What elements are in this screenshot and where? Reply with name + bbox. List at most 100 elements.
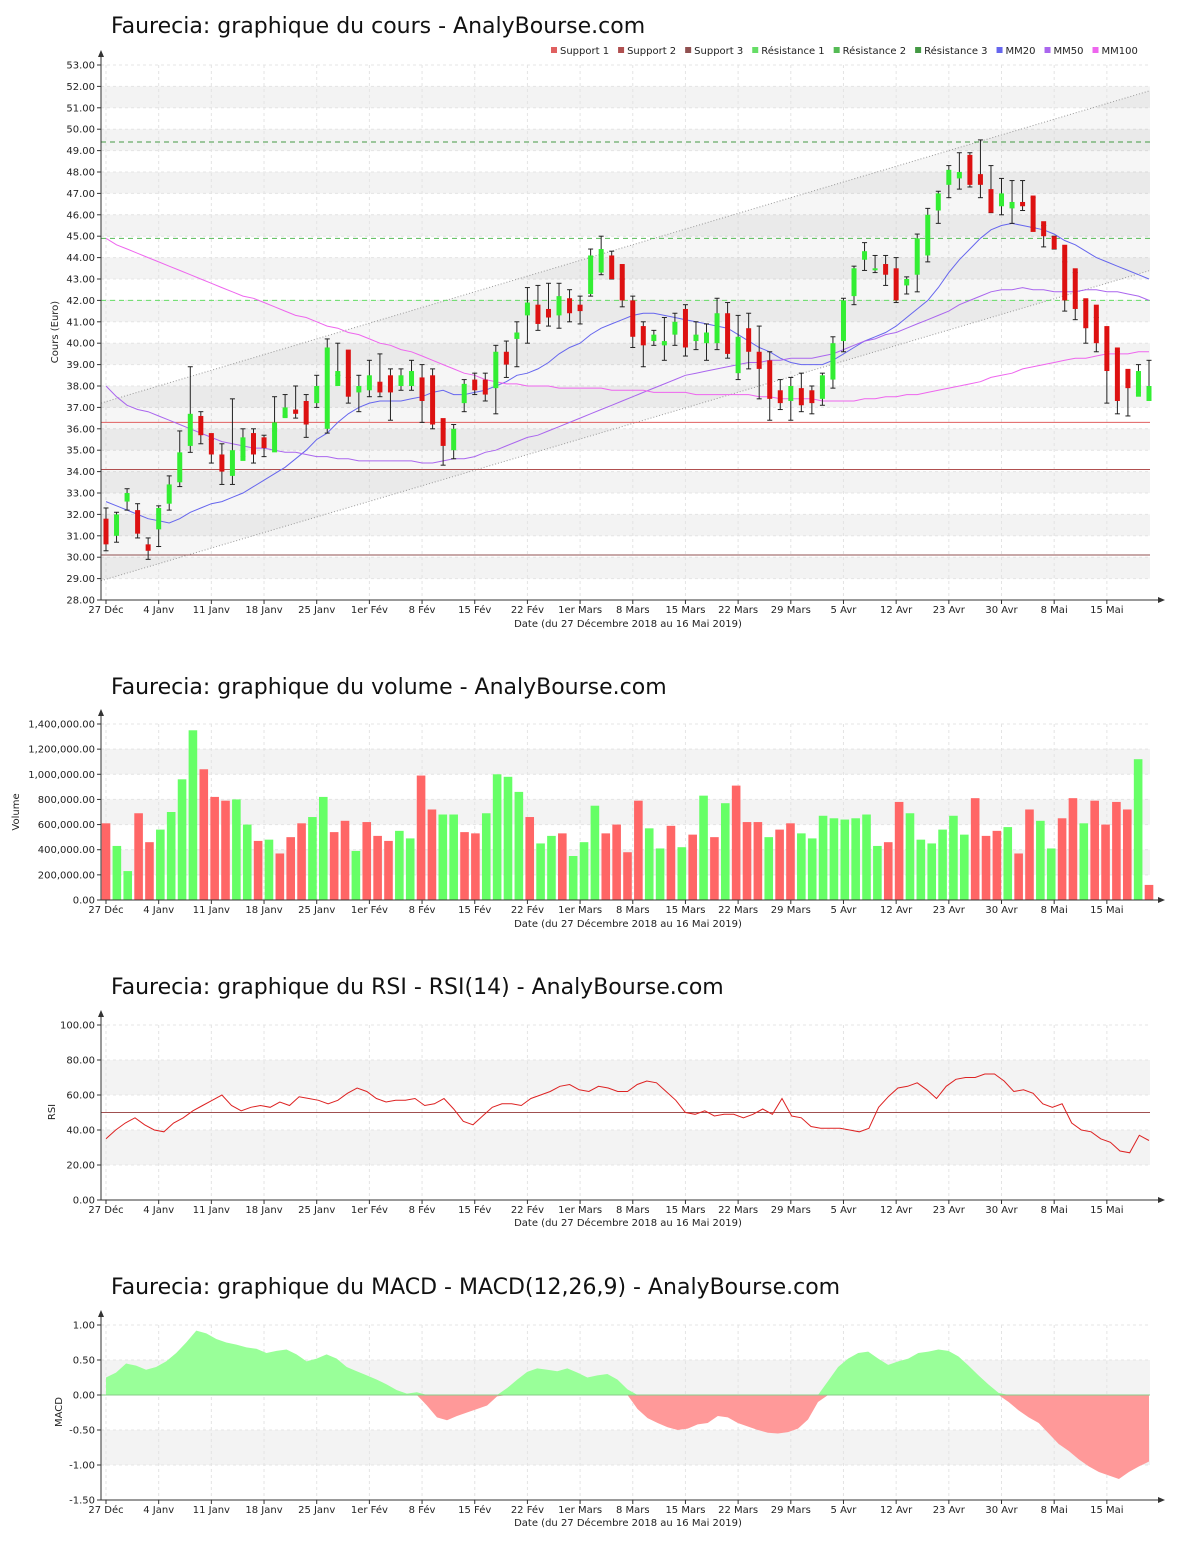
candle-body	[1093, 304, 1099, 344]
volume-bar	[699, 795, 708, 900]
volume-bar	[134, 813, 143, 900]
rsi-x-tick-label: 11 Janv	[193, 1205, 230, 1216]
volume-bar	[1014, 853, 1023, 900]
rsi-x-tick-label: 25 Janv	[298, 1205, 335, 1216]
price-x-tick-label: 15 Mai	[1090, 605, 1123, 616]
price-legend: Support 1 Support 2 Support 3 Résistance 1 R…	[551, 45, 1138, 57]
volume-bar	[797, 833, 806, 900]
macd-x-tick-label: 25 Janv	[298, 1505, 335, 1516]
candle-body	[682, 308, 688, 348]
volume-bar	[949, 815, 958, 900]
volume-bar	[818, 815, 828, 900]
candle-body	[272, 422, 278, 453]
volume-bar	[253, 840, 263, 900]
rsi-y-tick-label: 0.00	[73, 1196, 95, 1207]
volume-bar	[992, 830, 1002, 900]
rsi-x-tick-label: 22 Fév	[511, 1204, 544, 1216]
rsi-x-tick-label: 1er Fév	[351, 1204, 388, 1216]
candle-body	[693, 334, 699, 342]
candle-body	[535, 304, 541, 324]
rsi-x-tick-label: 15 Fév	[458, 1204, 491, 1216]
candle-body	[240, 437, 246, 461]
volume-x-tick-label: 18 Janv	[245, 905, 282, 916]
macd-y-tick-label: 1.00	[73, 1321, 95, 1332]
volume-bar	[1101, 824, 1110, 900]
volume-bar	[731, 785, 741, 900]
volume-bar	[981, 835, 991, 900]
candle-body	[883, 264, 889, 275]
rsi-axes	[98, 1010, 1165, 1203]
candle-body	[788, 386, 794, 401]
price-y-tick-label: 38.00	[66, 382, 95, 393]
volume-bar	[634, 800, 643, 900]
volume-x-tick-label: 22 Mars	[718, 905, 758, 916]
macd-x-axis-arrow	[1158, 1497, 1165, 1503]
candle-body	[819, 375, 825, 399]
volume-x-tick-label: 1er Mars	[558, 905, 602, 916]
price-moving-averages	[105, 222, 1150, 524]
macd-y-tick-label: -1.50	[69, 1496, 95, 1507]
volume-bar	[492, 774, 502, 900]
volume-x-tick-label: 15 Mars	[665, 905, 705, 916]
volume-bar	[188, 730, 198, 900]
candle-body	[661, 341, 667, 346]
candle-body	[377, 381, 383, 393]
candle-body	[419, 377, 425, 401]
rsi-y-tick-label: 40.00	[66, 1126, 95, 1137]
price-x-axis-arrow	[1158, 597, 1165, 603]
volume-bar	[471, 833, 480, 900]
volume-bar	[862, 814, 871, 900]
price-y-tick-label: 40.00	[66, 339, 95, 350]
candle-body	[556, 296, 562, 316]
candle-body	[798, 388, 804, 406]
candle-body	[503, 351, 509, 365]
volume-bar	[156, 829, 165, 900]
price-chart-title: Faurecia: graphique du cours - AnalyBour…	[111, 14, 645, 39]
candle-body	[430, 375, 436, 425]
candle-body	[1083, 298, 1089, 329]
volume-x-tick-label: 15 Mai	[1090, 905, 1123, 916]
price-y-tick-label: 43.00	[66, 275, 95, 286]
rsi-x-tick-label: 1er Mars	[558, 1205, 602, 1216]
volume-bar	[601, 833, 611, 900]
candle-body	[229, 450, 235, 476]
macd-x-tick-label: 8 Mai	[1041, 1505, 1068, 1516]
rsi-y-tick-label: 100.00	[60, 1021, 95, 1032]
price-y-tick-label: 52.00	[66, 82, 95, 93]
candle-body	[451, 428, 457, 451]
macd-y-tick-label: -0.50	[69, 1426, 95, 1437]
candle-body	[725, 313, 731, 354]
volume-bar	[851, 818, 860, 900]
volume-bar	[905, 813, 915, 900]
volume-y-tick-label: 600,000.00	[38, 820, 95, 831]
volume-y-tick-label: 800,000.00	[38, 795, 95, 806]
rsi-x-tick-label: 8 Mai	[1041, 1205, 1068, 1216]
price-y-tick-label: 41.00	[66, 317, 95, 328]
price-x-tick-label: 4 Janv	[143, 605, 174, 616]
macd-y-axis-label: MACD	[54, 1397, 65, 1427]
moving-average-line-mm50	[105, 287, 1150, 464]
rsi-line	[105, 1073, 1150, 1154]
candle-body	[862, 251, 868, 260]
volume-bar	[275, 853, 285, 900]
price-y-tick-label: 50.00	[66, 125, 95, 136]
volume-bar	[460, 832, 469, 900]
volume-bar	[873, 845, 882, 900]
candle-body	[514, 332, 520, 339]
candle-body	[851, 268, 857, 297]
candle-body	[630, 300, 636, 337]
rsi-x-tick-label: 12 Avr	[880, 1205, 913, 1216]
candle-body	[356, 386, 362, 393]
volume-x-tick-label: 23 Avr	[933, 905, 966, 916]
candle-body	[103, 518, 109, 545]
rsi-x-tick-label: 27 Déc	[88, 1204, 123, 1216]
macd-positive-area	[106, 1330, 1149, 1395]
volume-bar	[525, 817, 535, 900]
volume-bar	[1046, 848, 1056, 900]
volume-bar	[840, 819, 850, 900]
candle-body	[640, 326, 646, 346]
candle-body	[1062, 244, 1068, 301]
candle-body	[619, 264, 625, 301]
rsi-y-tick-label: 20.00	[66, 1161, 95, 1172]
